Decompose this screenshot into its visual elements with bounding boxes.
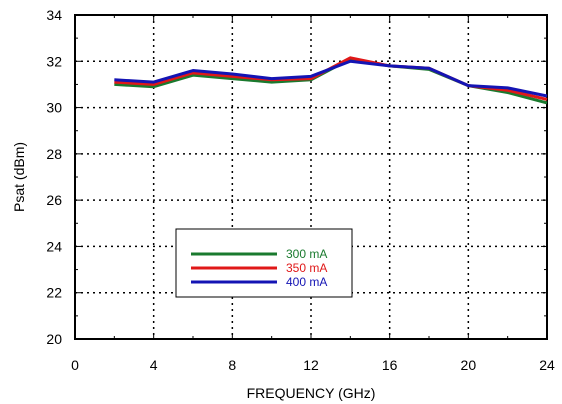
x-tick-labels: 0 4 8 12 16 20 24 xyxy=(71,357,555,373)
y-axis-label: Psat (dBm) xyxy=(11,142,27,212)
y-tick-label: 26 xyxy=(46,192,62,208)
y-tick-label: 24 xyxy=(46,238,62,254)
y-tick-label: 32 xyxy=(46,53,62,69)
series-lines xyxy=(114,56,548,105)
y-tick-label: 22 xyxy=(46,285,62,301)
x-tick-label: 0 xyxy=(71,357,79,373)
y-tick-label: 28 xyxy=(46,146,62,162)
x-tick-label: 20 xyxy=(461,357,477,373)
legend-label: 350 mA xyxy=(286,261,327,275)
y-tick-label: 34 xyxy=(46,7,62,23)
x-tick-label: 24 xyxy=(539,357,555,373)
axis-ticks xyxy=(74,14,548,340)
series-line xyxy=(114,57,548,105)
x-tick-label: 4 xyxy=(150,357,158,373)
legend-label: 300 mA xyxy=(286,247,327,261)
y-tick-label: 30 xyxy=(46,100,62,116)
y-tick-label: 20 xyxy=(46,331,62,347)
legend-label: 400 mA xyxy=(286,275,327,289)
y-tick-labels: 20 22 24 26 28 30 32 34 xyxy=(46,7,62,347)
series-line xyxy=(114,59,548,98)
x-tick-label: 8 xyxy=(228,357,236,373)
x-tick-label: 12 xyxy=(303,357,319,373)
x-tick-label: 16 xyxy=(382,357,398,373)
x-axis-label: FREQUENCY (GHz) xyxy=(247,385,376,401)
legend-box xyxy=(175,228,353,298)
